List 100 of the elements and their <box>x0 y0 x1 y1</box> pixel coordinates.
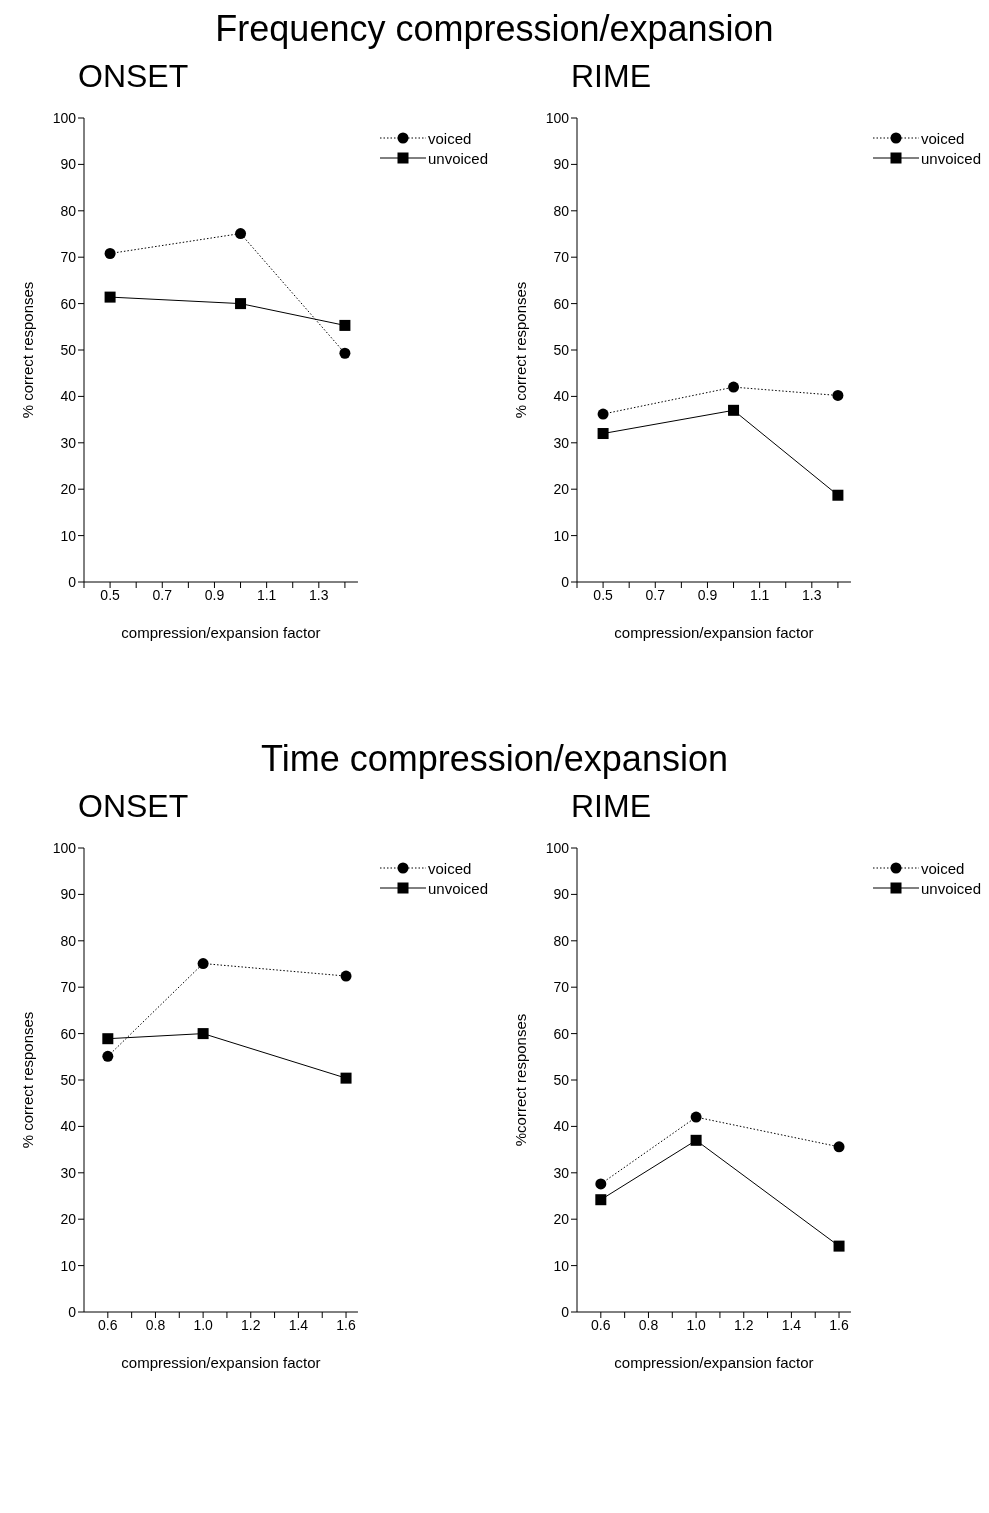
y-tick-label: 80 <box>553 932 570 949</box>
legend-label: voiced <box>427 129 472 147</box>
y-tick-label: 10 <box>553 527 570 544</box>
text: Frequency compression/expansion <box>214 8 775 51</box>
x-axis-title: compression/expansion factor <box>614 1354 814 1371</box>
legend-label: voiced <box>920 859 965 877</box>
point <box>690 1134 702 1146</box>
point <box>832 489 844 501</box>
chart-title: ONSET <box>77 58 190 96</box>
y-tick-label: 60 <box>60 1025 77 1042</box>
y-tick-label: 10 <box>553 1257 570 1274</box>
y-tick-label: 100 <box>52 839 77 856</box>
legend-label: voiced <box>920 129 965 147</box>
x-tick-label: 1.2 <box>734 1316 754 1333</box>
chart-title: RIME <box>570 58 652 96</box>
x-tick-label: 1.6 <box>336 1316 356 1333</box>
x-tick-label: 0.5 <box>100 586 121 603</box>
y-tick-label: 90 <box>60 886 77 903</box>
y-tick-label: 10 <box>60 527 77 544</box>
point <box>104 247 116 259</box>
y-tick-label: 40 <box>553 388 570 405</box>
y-tick-label: 40 <box>553 1118 570 1135</box>
point <box>235 228 247 240</box>
y-tick-label: 30 <box>60 434 77 451</box>
y-tick-label: 80 <box>60 202 77 219</box>
y-tick-label: 10 <box>60 1257 77 1274</box>
text: Time compression/expansion <box>260 738 729 781</box>
x-axis-title: compression/expansion factor <box>614 624 814 641</box>
y-axis-title: % correct responses <box>19 1011 37 1149</box>
x-tick-label: 0.7 <box>645 586 666 603</box>
point <box>340 970 352 982</box>
x-tick-label: 0.9 <box>697 586 718 603</box>
x-tick-label: 0.8 <box>638 1316 659 1333</box>
point <box>104 291 116 303</box>
point <box>690 1111 702 1123</box>
y-tick-label: 50 <box>553 1071 570 1088</box>
point <box>595 1178 607 1190</box>
x-tick-label: 1.3 <box>802 586 822 603</box>
point <box>197 958 209 970</box>
y-tick-label: 30 <box>60 1164 77 1181</box>
y-tick-label: 70 <box>553 979 570 996</box>
x-tick-label: 1.6 <box>829 1316 849 1333</box>
y-tick-label: 30 <box>553 434 570 451</box>
legend-label: unvoiced <box>920 879 981 897</box>
y-tick-label: 100 <box>52 109 77 126</box>
x-tick-label: 0.5 <box>593 586 614 603</box>
chart-title: ONSET <box>77 788 190 826</box>
x-tick-label: 0.6 <box>98 1316 118 1333</box>
y-tick-label: 70 <box>60 249 77 266</box>
y-tick-label: 90 <box>553 886 570 903</box>
y-tick-label: 30 <box>553 1164 570 1181</box>
x-tick-label: 0.9 <box>204 586 225 603</box>
point <box>597 408 609 420</box>
y-tick-label: 40 <box>60 1118 77 1135</box>
y-axis-title: %correct responses <box>512 1013 530 1147</box>
x-tick-label: 1.1 <box>256 586 277 603</box>
y-tick-label: 0 <box>68 573 77 590</box>
y-axis-title: % correct responses <box>512 281 530 419</box>
point <box>339 319 351 331</box>
legend-label: unvoiced <box>427 149 488 167</box>
x-tick-label: 1.0 <box>193 1316 214 1333</box>
y-tick-label: 20 <box>553 481 570 498</box>
y-tick-label: 0 <box>561 573 570 590</box>
legend-label: unvoiced <box>427 879 488 897</box>
point <box>728 381 740 393</box>
y-tick-label: 50 <box>60 341 77 358</box>
point <box>595 1194 607 1206</box>
point <box>197 1028 209 1040</box>
x-tick-label: 1.1 <box>749 586 770 603</box>
x-axis-title: compression/expansion factor <box>121 1354 321 1371</box>
y-tick-label: 70 <box>553 249 570 266</box>
legend-label: unvoiced <box>920 149 981 167</box>
x-tick-label: 1.3 <box>309 586 329 603</box>
y-tick-label: 60 <box>60 295 77 312</box>
y-tick-label: 90 <box>553 156 570 173</box>
point <box>102 1050 114 1062</box>
y-tick-label: 80 <box>553 202 570 219</box>
chart-title: RIME <box>570 788 652 826</box>
y-tick-label: 50 <box>60 1071 77 1088</box>
y-tick-label: 60 <box>553 295 570 312</box>
point <box>832 389 844 401</box>
point <box>339 347 351 359</box>
point <box>340 1072 352 1084</box>
point <box>235 298 247 310</box>
x-tick-label: 0.7 <box>152 586 173 603</box>
y-tick-label: 70 <box>60 979 77 996</box>
x-tick-label: 1.0 <box>686 1316 707 1333</box>
x-tick-label: 1.4 <box>781 1316 802 1333</box>
y-axis-title: % correct responses <box>19 281 37 419</box>
y-tick-label: 90 <box>60 156 77 173</box>
y-tick-label: 0 <box>561 1303 570 1320</box>
y-tick-label: 20 <box>60 1211 77 1228</box>
y-tick-label: 40 <box>60 388 77 405</box>
point <box>597 428 609 440</box>
y-tick-label: 60 <box>553 1025 570 1042</box>
point <box>728 404 740 416</box>
y-tick-label: 80 <box>60 932 77 949</box>
x-tick-label: 0.8 <box>145 1316 166 1333</box>
point <box>833 1141 845 1153</box>
y-tick-label: 100 <box>545 839 570 856</box>
